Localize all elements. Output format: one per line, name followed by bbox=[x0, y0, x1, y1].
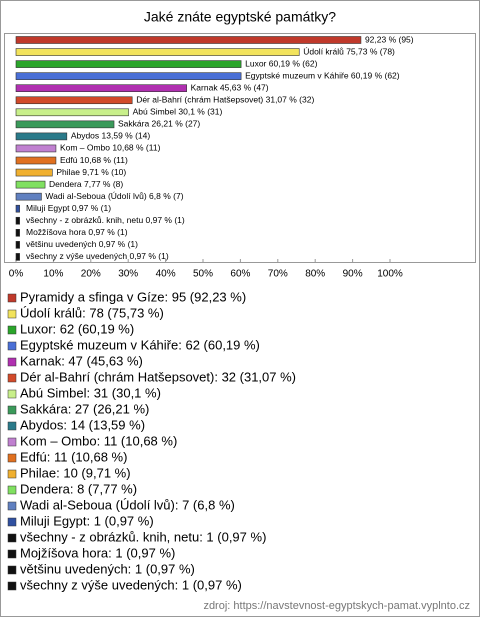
bar bbox=[15, 180, 46, 189]
legend-label: Pyramidy a sfinga v Gíze: 95 (92,23 %) bbox=[20, 289, 246, 304]
legend-label: Dendera: 8 (7,77 %) bbox=[20, 481, 137, 496]
legend-label: všechny - z obrázků. knih, netu: 1 (0,97… bbox=[20, 529, 266, 544]
legend-swatch bbox=[7, 325, 17, 335]
bar-label: 92,23 % (95) bbox=[365, 34, 414, 44]
bar bbox=[15, 96, 133, 105]
legend-label: Dér al-Bahrí (chrám Hatšepsovet): 32 (31… bbox=[20, 369, 296, 384]
bar-label: Abydos 13,59 % (14) bbox=[71, 131, 151, 141]
legend-swatch bbox=[7, 453, 17, 463]
bar bbox=[15, 156, 57, 165]
legend-swatch bbox=[7, 373, 17, 383]
legend-swatch bbox=[7, 341, 17, 351]
legend-swatch bbox=[7, 389, 17, 399]
bar bbox=[15, 168, 53, 177]
legend-label: všechny z výše uvedených: 1 (0,97 %) bbox=[20, 577, 242, 592]
bar-label: Možžíšova hora 0,97 % (1) bbox=[26, 227, 128, 237]
bar-label: Wadi al-Seboua (Údolí lvů) 6,8 % (7) bbox=[45, 191, 183, 201]
x-tick-label: 60% bbox=[230, 269, 250, 280]
legend-swatch bbox=[7, 469, 17, 479]
legend-swatch bbox=[7, 581, 17, 591]
bar bbox=[15, 72, 242, 80]
legend-label: Mojžíšova hora: 1 (0,97 %) bbox=[20, 545, 175, 560]
legend-label: Údolí králů: 78 (75,73 %) bbox=[20, 305, 164, 320]
bar-label: Dendera 7,77 % (8) bbox=[49, 179, 123, 189]
bar-label: Dér al-Bahrí (chrám Hatšepsovet) 31,07 %… bbox=[136, 95, 314, 105]
legend-swatch bbox=[7, 517, 17, 527]
legend-label: Edfú: 11 (10,68 %) bbox=[20, 449, 127, 464]
plot-frame bbox=[4, 33, 476, 263]
legend-swatch bbox=[7, 405, 17, 415]
x-tick-label: 50% bbox=[193, 269, 213, 280]
bar bbox=[15, 204, 20, 213]
legend-swatch bbox=[7, 437, 17, 447]
bar-label: Karnak 45,63 % (47) bbox=[191, 82, 269, 92]
x-tick-label: 100% bbox=[377, 269, 403, 280]
bar-label: Miluji Egypt 0,97 % (1) bbox=[26, 203, 111, 213]
bar bbox=[15, 216, 20, 225]
bar-label: Edfú 10,68 % (11) bbox=[60, 155, 128, 165]
legend-swatch bbox=[7, 421, 17, 431]
x-tick-label: 40% bbox=[156, 269, 176, 280]
bar bbox=[15, 120, 115, 129]
bar-label: Luxor 60,19 % (62) bbox=[245, 58, 317, 68]
legend-label: Abydos: 14 (13,59 %) bbox=[20, 417, 145, 432]
bar-label: všechny z výše uvedených 0,97 % (1) bbox=[26, 251, 169, 261]
bar bbox=[15, 192, 42, 201]
bar bbox=[15, 229, 20, 237]
legend-swatch bbox=[7, 533, 17, 543]
bar bbox=[15, 253, 20, 261]
bar-label: všechny - z obrázků. knih, netu 0,97 % (… bbox=[26, 215, 185, 225]
bar-label: Egyptské muzeum v Káhiře 60,19 % (62) bbox=[245, 70, 400, 80]
legend-label: Karnak: 47 (45,63 %) bbox=[20, 353, 143, 368]
legend-label: Sakkára: 27 (26,21 %) bbox=[20, 401, 149, 416]
x-tick-label: 90% bbox=[343, 269, 363, 280]
legend-swatch bbox=[7, 501, 17, 511]
x-tick-label: 0% bbox=[9, 269, 24, 280]
bar bbox=[15, 60, 242, 68]
chart-title: Jaké znáte egyptské památky? bbox=[144, 9, 336, 25]
x-tick-label: 70% bbox=[268, 269, 288, 280]
bar bbox=[15, 132, 68, 141]
bar-label: Údolí králů 75,73 % (78) bbox=[303, 46, 395, 56]
bar bbox=[15, 36, 362, 44]
source: zdroj: https://navstevnost-egyptskych-pa… bbox=[203, 600, 470, 612]
legend-swatch bbox=[7, 293, 17, 303]
bar bbox=[15, 84, 187, 92]
x-tick-label: 20% bbox=[81, 269, 101, 280]
legend-label: Abú Simbel: 31 (30,1 %) bbox=[20, 385, 161, 400]
bar bbox=[15, 108, 129, 117]
legend-swatch bbox=[7, 309, 17, 319]
bar-label: Kom – Ombo 10,68 % (11) bbox=[60, 143, 161, 153]
legend-label: Egyptské muzeum v Káhiře: 62 (60,19 %) bbox=[20, 337, 260, 352]
x-tick-label: 30% bbox=[118, 269, 138, 280]
bar-label: většinu uvedených 0,97 % (1) bbox=[26, 239, 138, 249]
bar-label: Philae 9,71 % (10) bbox=[56, 167, 126, 177]
legend-label: Kom – Ombo: 11 (10,68 %) bbox=[20, 433, 177, 448]
legend-label: Luxor: 62 (60,19 %) bbox=[20, 321, 134, 336]
legend-label: Wadi al-Seboua (Údolí lvů): 7 (6,8 %) bbox=[20, 497, 235, 512]
bar bbox=[15, 241, 20, 249]
legend-label: většinu uvedených: 1 (0,97 %) bbox=[20, 561, 195, 576]
bar bbox=[15, 144, 57, 153]
legend-swatch bbox=[7, 565, 17, 575]
bar-label: Sakkára 26,21 % (27) bbox=[118, 119, 200, 129]
legend-swatch bbox=[7, 549, 17, 559]
x-tick-label: 80% bbox=[305, 269, 325, 280]
legend-swatch bbox=[7, 357, 17, 367]
bar-label: Abú Simbel 30,1 % (31) bbox=[133, 107, 223, 117]
x-tick-label: 10% bbox=[43, 269, 63, 280]
legend-label: Miluji Egypt: 1 (0,97 %) bbox=[20, 513, 154, 528]
legend-swatch bbox=[7, 485, 17, 495]
bar bbox=[15, 48, 300, 56]
legend-label: Philae: 10 (9,71 %) bbox=[20, 465, 131, 480]
